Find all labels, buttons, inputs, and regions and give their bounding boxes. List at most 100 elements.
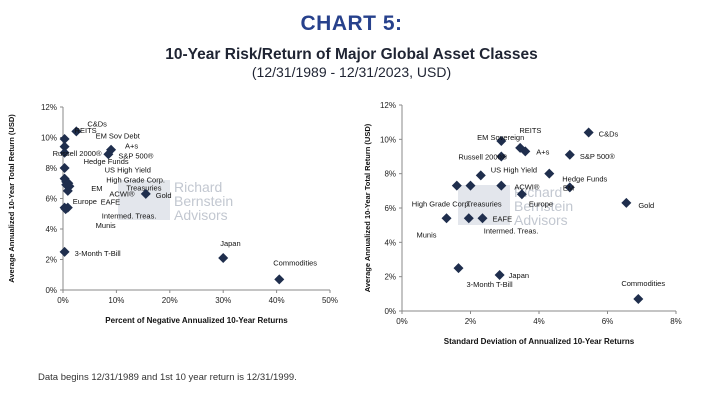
x-tick-label: 4% xyxy=(533,317,545,326)
y-tick-label: 6% xyxy=(45,195,57,204)
x-axis-label: Percent of Negative Annualized 10-Year R… xyxy=(105,316,288,325)
data-label-commodities: Commodities xyxy=(273,258,317,267)
watermark-line: Richard xyxy=(174,179,222,195)
data-point-intermed-treas xyxy=(463,213,474,224)
watermark-logo-box xyxy=(118,180,170,220)
data-point-europe xyxy=(516,189,527,200)
std-dev-scatter-plot: 0% 2% 4% 6% 8% 10% 12% 0% 2% 4% 6% 8% Standard Devia… xyxy=(363,101,682,346)
data-point-europe xyxy=(62,185,73,196)
y-axis-label: Average Annualized 10-Year Total Return … xyxy=(7,114,16,283)
data-label-japan: Japan xyxy=(509,271,529,280)
data-point-japan xyxy=(494,269,505,280)
data-label-europe: Europe xyxy=(529,199,553,208)
data-label-eafe: EAFE xyxy=(101,198,121,207)
data-label-s-p-500: S&P 500® xyxy=(580,152,615,161)
data-label-hedge-funds: Hedge Funds xyxy=(562,175,607,184)
data-label-hedge-funds: Hedge Funds xyxy=(84,157,129,166)
data-label-s-p-500: S&P 500® xyxy=(118,151,153,160)
watermark-line: Advisors xyxy=(514,212,568,228)
data-label-a-s: A+s xyxy=(536,147,549,156)
data-label-em-sovereign: EM Sovereign xyxy=(477,133,524,142)
x-tick-label: 10% xyxy=(108,296,124,305)
y-tick-label: 10% xyxy=(41,134,57,143)
data-point-reits xyxy=(496,136,507,147)
data-label-treasuries: Treasuries xyxy=(467,200,502,209)
data-label-intermed-treas: Intermed. Treas. xyxy=(102,212,157,221)
y-tick-label: 2% xyxy=(384,273,396,282)
data-label-3-month-t-bill: 3-Month T-Bill xyxy=(467,280,513,289)
watermark-line: Bernstein xyxy=(174,193,233,209)
y-tick-label: 8% xyxy=(384,170,396,179)
y-tick-label: 0% xyxy=(384,307,396,316)
data-label-high-grade-corp: High Grade Corp. xyxy=(106,176,165,185)
x-tick-label: 0% xyxy=(57,296,69,305)
y-tick-label: 0% xyxy=(45,286,57,295)
x-tick-label: 40% xyxy=(269,296,285,305)
data-label-us-high-yield: US High Yield xyxy=(105,166,151,175)
y-tick-label: 2% xyxy=(45,256,57,265)
data-point-russell-2000 xyxy=(496,151,507,162)
data-label-acwi: ACWI® xyxy=(109,189,135,198)
data-point-munis xyxy=(441,213,452,224)
data-label-reits: REITS xyxy=(519,126,541,135)
data-point-3-month-t-bill xyxy=(453,263,464,274)
data-label-acwi: ACWI® xyxy=(514,183,540,192)
data-point-3-month-t-bill xyxy=(59,246,70,257)
data-label-europe: Europe xyxy=(73,197,97,206)
data-label-3-month-t-bill: 3-Month T-Bill xyxy=(75,249,121,258)
data-point-japan xyxy=(218,252,229,263)
x-tick-label: 50% xyxy=(322,296,338,305)
data-label-a-s: A+s xyxy=(125,142,138,151)
footnote: Data begins 12/31/1989 and 1st 10 year r… xyxy=(38,372,297,383)
x-tick-label: 2% xyxy=(465,317,477,326)
data-label-russell-2000: Russell 2000® xyxy=(53,149,102,158)
data-label-russell-2000: Russell 2000® xyxy=(458,153,507,162)
data-point-gold xyxy=(140,188,151,199)
data-point-hedge-funds xyxy=(544,168,555,179)
data-label-c-ds: C&Ds xyxy=(599,129,619,138)
data-label-us-high-yield: US High Yield xyxy=(491,165,537,174)
data-point-eafe xyxy=(477,213,488,224)
data-point-c-ds xyxy=(71,126,82,137)
y-tick-label: 12% xyxy=(41,103,57,112)
watermark-line: Richard xyxy=(514,184,562,200)
data-point-em-sov-debt xyxy=(59,141,70,152)
data-label-high-grade-corp: High Grade Corp. xyxy=(412,200,471,209)
x-tick-label: 20% xyxy=(162,296,178,305)
data-label-gold: Gold xyxy=(156,191,172,200)
x-tick-label: 0% xyxy=(396,317,408,326)
x-axis-label: Standard Deviation of Annualized 10-Year… xyxy=(444,337,635,346)
data-label-munis: Munis xyxy=(96,221,116,230)
data-point-us-high-yield xyxy=(475,170,486,181)
data-point-treasuries xyxy=(465,180,476,191)
data-label-intermed-treas: Intermed. Treas. xyxy=(484,226,539,235)
chart-number: CHART 5: xyxy=(300,12,403,35)
y-tick-label: 4% xyxy=(384,238,396,247)
y-tick-label: 12% xyxy=(380,101,396,110)
data-point-reits xyxy=(59,134,70,145)
x-tick-label: 6% xyxy=(602,317,614,326)
data-point-hedge-funds xyxy=(59,163,70,173)
data-point-em xyxy=(564,182,575,193)
y-tick-label: 10% xyxy=(380,135,396,144)
data-point-commodities xyxy=(633,293,644,304)
data-label-em: EM xyxy=(563,183,574,192)
data-point-gold xyxy=(621,197,632,208)
data-label-em: EM xyxy=(91,184,102,193)
y-tick-label: 6% xyxy=(384,204,396,213)
data-point-high-grade-corp xyxy=(451,180,462,191)
data-point-s-p-500 xyxy=(564,149,575,160)
data-label-munis: Munis xyxy=(417,230,437,239)
data-point-s-p-500 xyxy=(103,149,114,160)
x-tick-label: 30% xyxy=(215,296,231,305)
watermark-line: Advisors xyxy=(174,207,228,223)
data-label-reits: REITS xyxy=(75,126,97,135)
data-point-commodities xyxy=(274,274,285,285)
data-point-munis xyxy=(60,204,71,215)
data-label-commodities: Commodities xyxy=(621,279,665,288)
y-tick-label: 4% xyxy=(45,225,57,234)
data-label-c-ds: C&Ds xyxy=(87,119,107,128)
data-label-japan: Japan xyxy=(220,239,240,248)
